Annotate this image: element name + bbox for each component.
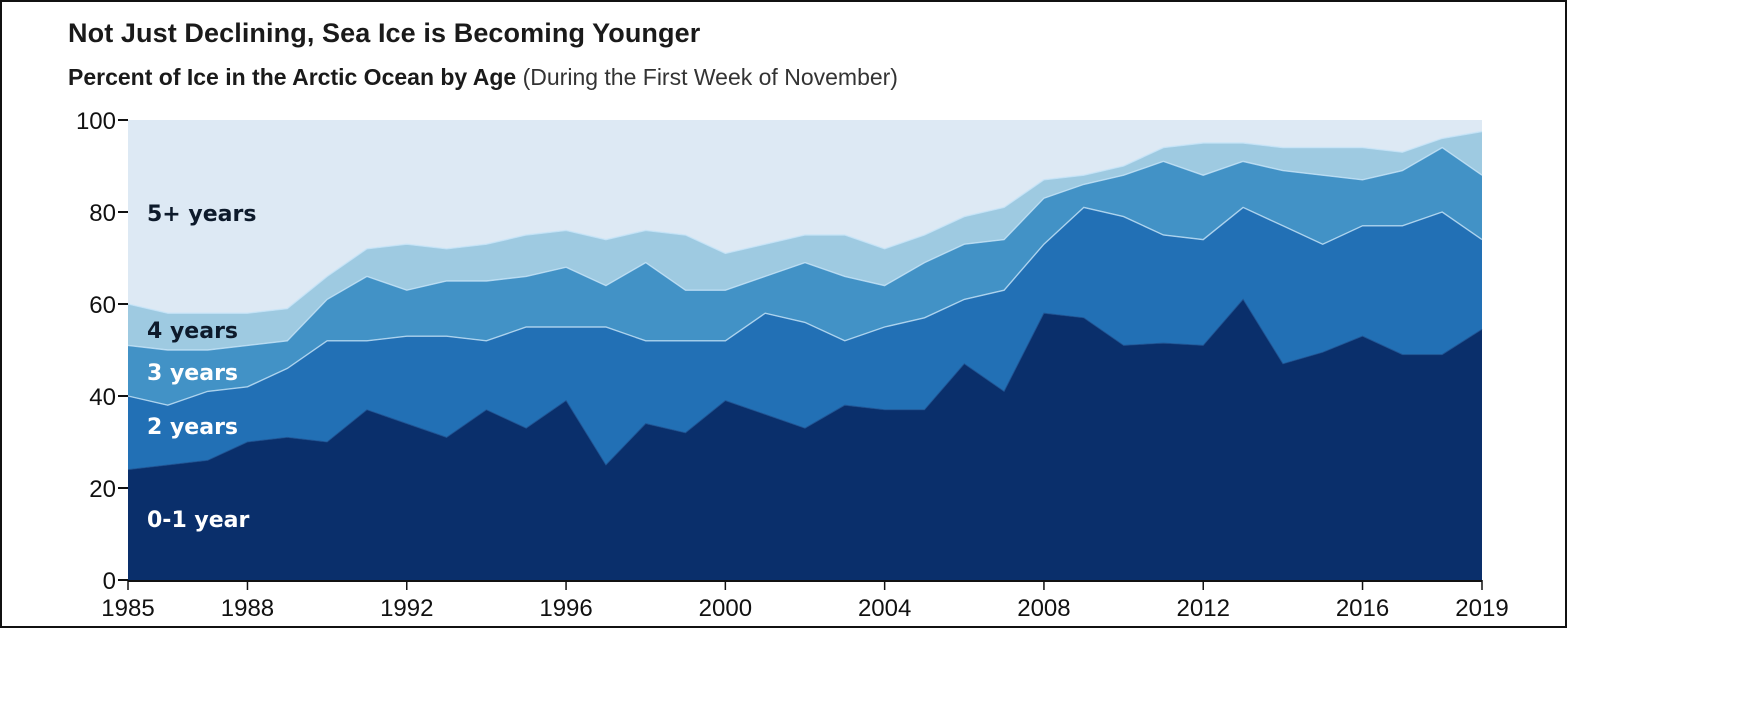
y-tick-label: 40 xyxy=(89,384,116,411)
x-tick-label: 1988 xyxy=(221,595,274,622)
layer-boundary-line xyxy=(127,206,1483,406)
y-tick-label: 20 xyxy=(89,476,116,503)
area-age-2 xyxy=(128,207,1482,470)
layer-boundary-line xyxy=(127,298,1483,471)
chart-subtitle: Percent of Ice in the Arctic Ocean by Ag… xyxy=(68,64,898,91)
area-age-5-plus xyxy=(128,120,1482,314)
y-tick-label: 0 xyxy=(103,568,116,595)
label-5-plus-years: 5+ years xyxy=(147,202,256,227)
x-tick-label: 2008 xyxy=(1017,595,1070,622)
x-tick-label: 2004 xyxy=(858,595,911,622)
series-labels: 5+ years 4 years 3 years 2 years 0-1 year xyxy=(147,202,256,533)
x-tick-label: 2000 xyxy=(699,595,752,622)
area-age-0-1 xyxy=(128,299,1482,580)
x-tick-label: 2019 xyxy=(1455,595,1508,622)
y-tick-label: 100 xyxy=(76,108,116,135)
subtitle-note: (During the First Week of November) xyxy=(516,64,898,90)
layer-boundary-line xyxy=(127,130,1483,314)
x-tick-label: 1992 xyxy=(380,595,433,622)
plot-areas xyxy=(127,120,1483,580)
area-age-3 xyxy=(128,147,1482,406)
area-age-4 xyxy=(128,131,1482,350)
subtitle-main: Percent of Ice in the Arctic Ocean by Ag… xyxy=(68,64,517,90)
label-2-years: 2 years xyxy=(147,415,238,440)
layer-boundary-line xyxy=(127,146,1483,351)
axes: 0 20 40 60 80 100 1985 1988 1992 1996 2000 2004 2008… xyxy=(76,108,1509,622)
label-3-years: 3 years xyxy=(147,361,238,386)
label-0-1-year: 0-1 year xyxy=(147,508,250,533)
x-tick-label: 2012 xyxy=(1177,595,1230,622)
x-tick-label: 2016 xyxy=(1336,595,1389,622)
chart-title: Not Just Declining, Sea Ice is Becoming … xyxy=(68,18,701,48)
y-tick-label: 80 xyxy=(89,200,116,227)
x-tick-label: 1996 xyxy=(539,595,592,622)
label-4-years: 4 years xyxy=(147,319,238,344)
x-tick-label: 1985 xyxy=(101,595,154,622)
y-tick-label: 60 xyxy=(89,292,116,319)
